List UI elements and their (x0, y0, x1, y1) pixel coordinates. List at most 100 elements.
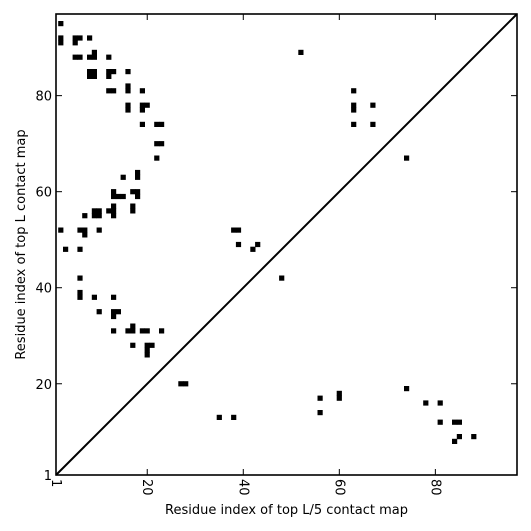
contact-points (58, 21, 477, 444)
contact-point-upper (111, 203, 117, 209)
contact-point-upper (231, 227, 237, 233)
contact-point-upper (96, 208, 102, 214)
contact-point-upper (120, 193, 126, 200)
contact-point-lower (456, 419, 462, 425)
contact-point-upper (125, 102, 131, 108)
contact-point-upper (111, 69, 117, 75)
contact-point-lower (404, 386, 410, 392)
contact-point-lower (437, 419, 443, 425)
x-tick-label: 1 (48, 479, 63, 487)
contact-point-lower (437, 400, 443, 406)
contact-point-upper (130, 203, 136, 209)
contact-point-upper (111, 328, 117, 334)
y-tick-label: 40 (35, 282, 52, 297)
contact-point-upper (111, 213, 117, 219)
contact-point-upper (115, 193, 121, 200)
contact-point-lower (471, 434, 477, 440)
contact-point-upper (77, 35, 83, 41)
contact-point-upper (115, 309, 121, 315)
contact-point-upper (111, 88, 117, 94)
y-tick-label: 20 (35, 378, 52, 393)
contact-point-upper (159, 141, 165, 147)
contact-point-upper (72, 35, 78, 41)
contact-point-upper (154, 141, 160, 147)
contact-point-upper (87, 35, 93, 41)
contact-point-lower (456, 434, 462, 440)
contact-point-upper (77, 227, 83, 233)
contact-point-upper (351, 88, 357, 94)
contact-point-upper (130, 342, 136, 348)
contact-point-upper (111, 309, 117, 315)
contact-point-upper (77, 289, 83, 296)
contact-point-upper (63, 246, 69, 252)
contact-point-upper (82, 232, 88, 238)
contact-point-upper (125, 83, 131, 89)
contact-point-lower (452, 419, 458, 425)
y-tick-label: 60 (35, 186, 52, 201)
contact-point-upper (77, 54, 83, 60)
contact-point-upper (351, 107, 357, 113)
contact-point-upper (135, 169, 141, 176)
x-axis-label: Residue index of top L/5 contact map (165, 503, 408, 518)
contact-point-upper (130, 323, 136, 329)
contact-point-upper (72, 54, 78, 60)
contact-point-upper (250, 246, 256, 252)
contact-point-upper (370, 121, 376, 127)
contact-point-upper (279, 275, 285, 281)
contact-point-upper (235, 227, 242, 233)
contact-point-upper (404, 155, 410, 161)
contact-point-upper (111, 208, 117, 214)
contact-point-upper (235, 241, 242, 248)
y-tick-label: 1 (44, 469, 52, 484)
contact-point-upper (139, 121, 145, 127)
contact-point-upper (106, 88, 112, 94)
contact-point-upper (125, 107, 131, 113)
contact-point-lower (216, 414, 222, 420)
contact-point-upper (91, 213, 97, 219)
contact-point-upper (111, 313, 117, 320)
contact-point-upper (159, 328, 165, 334)
contact-point-upper (111, 193, 117, 200)
contact-point-upper (96, 309, 102, 315)
contact-point-upper (120, 174, 126, 180)
x-tick-label: 60 (331, 479, 346, 496)
contact-point-lower (452, 438, 458, 444)
contact-point-upper (130, 328, 136, 334)
contact-point-upper (139, 107, 145, 113)
contact-point-upper (149, 342, 155, 348)
contact-point-upper (58, 40, 64, 46)
contact-point-upper (91, 69, 97, 75)
contact-point-upper (178, 381, 184, 387)
contact-point-upper (144, 352, 150, 358)
contact-point-upper (125, 328, 131, 334)
contact-point-upper (144, 328, 150, 334)
contact-point-lower (336, 390, 342, 396)
contact-point-upper (159, 121, 165, 127)
diagonal-line (55, 13, 518, 476)
x-tick-label: 20 (139, 479, 154, 496)
y-tick-label: 80 (35, 90, 52, 105)
contact-point-upper (77, 275, 83, 281)
contact-point-upper (91, 294, 97, 300)
contact-point-upper (370, 102, 376, 108)
contact-point-upper (135, 174, 141, 180)
contact-point-upper (106, 69, 112, 75)
contact-point-upper (91, 73, 97, 79)
contact-point-upper (58, 227, 64, 233)
contact-point-upper (82, 227, 88, 233)
contact-point-upper (77, 246, 83, 252)
contact-point-upper (144, 342, 150, 348)
contact-point-lower (317, 410, 323, 416)
contact-point-upper (58, 21, 64, 27)
contact-point-upper (106, 73, 112, 79)
contact-point-lower (317, 395, 323, 401)
contact-point-upper (255, 241, 261, 248)
contact-point-upper (351, 121, 357, 127)
contact-point-upper (111, 189, 117, 195)
contact-point-lower (336, 395, 342, 401)
contact-point-upper (125, 88, 131, 94)
contact-point-lower (423, 400, 429, 406)
contact-point-upper (183, 381, 189, 387)
y-axis-label: Residue index of top L contact map (14, 129, 29, 359)
contact-point-upper (91, 49, 97, 55)
